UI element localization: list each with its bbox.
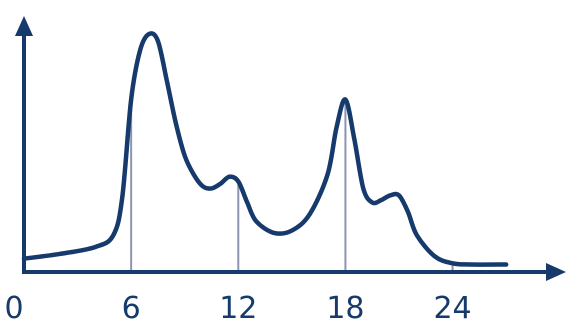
x-tick-label-12: 12	[219, 291, 257, 325]
series-line	[21, 31, 509, 267]
axes	[15, 16, 566, 281]
x-tick-label-6: 6	[122, 291, 141, 325]
x-tick-label-0: 0	[4, 291, 23, 325]
y-axis-arrow	[15, 16, 33, 36]
tick-labels: 0 6 12 18 24	[4, 291, 471, 325]
drop-lines	[130, 99, 454, 272]
x-axis-arrow	[546, 263, 566, 281]
x-tick-label-24: 24	[433, 291, 471, 325]
x-tick-label-18: 18	[326, 291, 364, 325]
